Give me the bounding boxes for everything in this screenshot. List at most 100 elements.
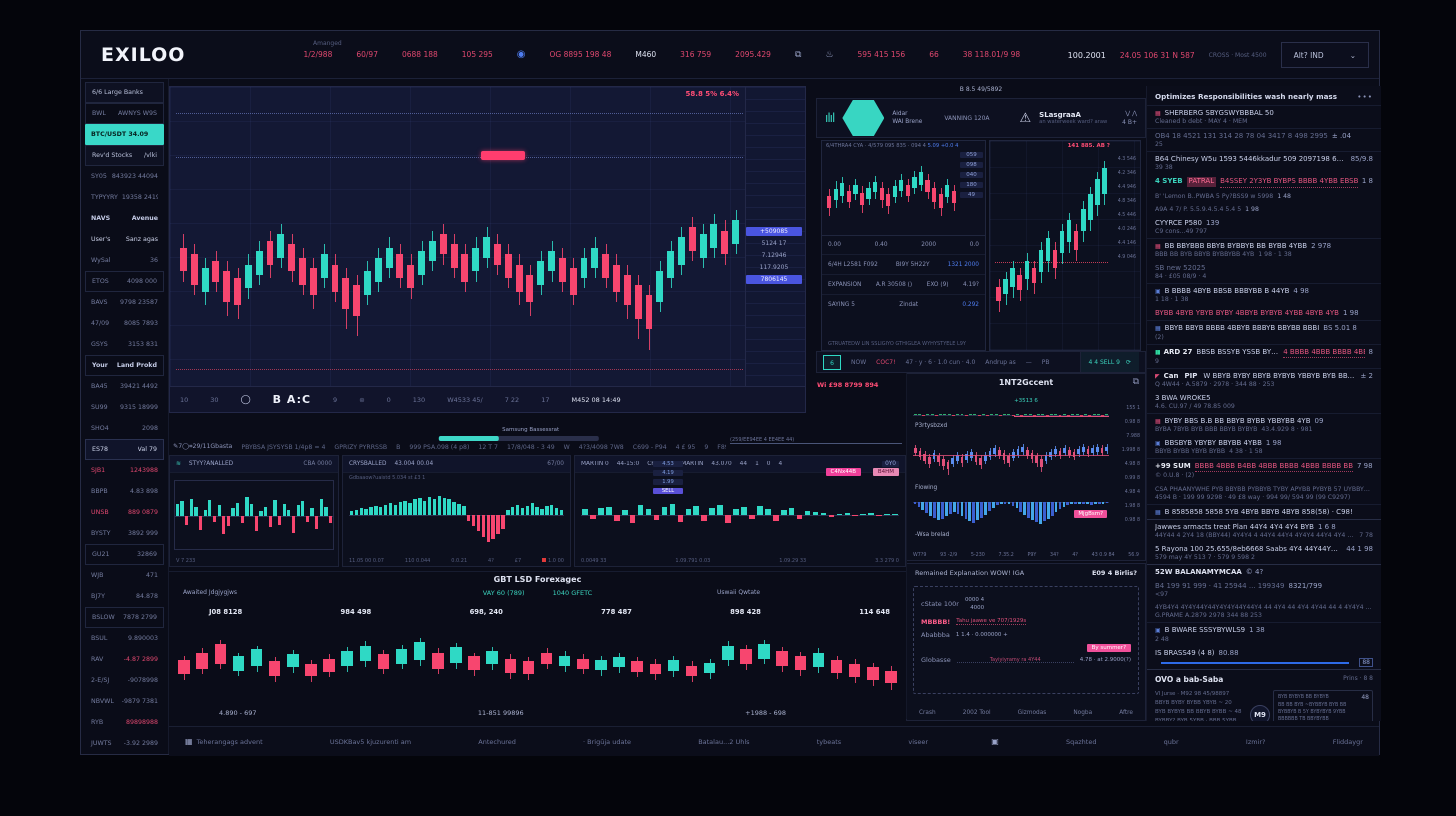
- status-item[interactable]: Antechured: [474, 738, 516, 746]
- feed-row[interactable]: B' 'Lemon B..PWBA 5 Py?BSS9 w 5998 1 48: [1147, 190, 1381, 203]
- histogram-chart-3[interactable]: [581, 480, 899, 550]
- ticker-item[interactable]: OG 8895 198 48: [549, 50, 612, 59]
- toolbar-item[interactable]: NOW: [851, 358, 867, 366]
- partner-box[interactable]: M9 BYB BYBYB BB BYBYB BB BB BYB ~BYBBYB B…: [1250, 690, 1373, 721]
- feed-row[interactable]: ▣ B BWARE SSSYBYWLS9 1 38 2 48: [1147, 622, 1381, 645]
- ticker-item[interactable]: ◉: [516, 49, 526, 60]
- main-candlestick-chart[interactable]: [178, 183, 741, 353]
- feed-row[interactable]: B64 Chinesy W5u 1593 5446kkadur 509 2097…: [1147, 151, 1381, 174]
- toolbar-label[interactable]: 9: [704, 443, 709, 451]
- toolbar-label[interactable]: 4?3/4098 7W8: [578, 443, 624, 451]
- toolbar-label[interactable]: 17/8/048 - 3 49: [506, 443, 555, 451]
- copy-icon[interactable]: ⧉: [1132, 377, 1139, 387]
- footer-tab[interactable]: Gizmodas: [1017, 710, 1047, 716]
- feed-row[interactable]: ▮▮ ARD 27 BBSB BSSYB YSSB BYBB SBYBB BYB…: [1147, 343, 1381, 368]
- status-item[interactable]: ▣: [991, 737, 999, 746]
- status-item[interactable]: USDKBav5 kjuzurenti am: [326, 738, 411, 746]
- bottom-candlestick-chart[interactable]: [175, 624, 900, 696]
- dark-badge[interactable]: 0Y0: [882, 461, 899, 467]
- feed-row[interactable]: ▦ BYBY BBS B.B BB BBYB BYBB YBBYBB 4YB 0…: [1147, 413, 1381, 436]
- watchlist-item[interactable]: BSLOW 7878 2799: [85, 607, 164, 628]
- watchlist-item[interactable]: 47/09 8085 7893: [85, 313, 164, 334]
- ticker-item[interactable]: 595 415 156: [857, 50, 906, 59]
- status-item[interactable]: Izmir?: [1242, 738, 1266, 746]
- watchlist-item[interactable]: NAVS Avenue: [85, 208, 164, 229]
- watchlist-item[interactable]: BTC/USDT 34.09: [85, 124, 164, 145]
- watchlist-item[interactable]: BYSTY 3892 999: [85, 523, 164, 544]
- watchlist-item[interactable]: BSUL 9.890003: [85, 628, 164, 649]
- watchlist-item[interactable]: BBPB 4.83 898: [85, 481, 164, 502]
- mini-chart-a[interactable]: 6/4THRA4 CYA · 4/579 095 835 · 094 4 5.0…: [821, 140, 986, 236]
- sell-badge[interactable]: SELL: [653, 488, 683, 494]
- toolbar-label[interactable]: C699 - P94: [632, 443, 667, 451]
- feed-row[interactable]: B4 199 91 999 · 41 25944 ... 199349 8321…: [1147, 579, 1381, 601]
- status-item[interactable]: Fliddaygr: [1329, 738, 1363, 746]
- stat-cell[interactable]: BI9Y 5H22Y: [895, 261, 930, 268]
- ticker-item[interactable]: ♨: [825, 49, 834, 60]
- mini-candlestick-b[interactable]: [995, 157, 1108, 342]
- footer-tab[interactable]: Crash: [919, 710, 936, 716]
- header-item[interactable]: MARTIN 0: [581, 461, 609, 467]
- stat-cell[interactable]: 0.292: [962, 301, 979, 308]
- tool-icon[interactable]: ✎: [173, 443, 179, 450]
- account-dropdown[interactable]: Alt? IND ⌄: [1280, 42, 1369, 68]
- feed-row[interactable]: 4YB4Y4 4Y4Y44Y44Y4Y4Y44Y44Y4 44 4Y4 44 4…: [1147, 601, 1381, 622]
- header-item[interactable]: 1: [755, 461, 759, 467]
- ticker-item[interactable]: 38 118.01/9 98: [962, 50, 1021, 59]
- indicator-badge[interactable]: MjgBsm?: [1074, 510, 1107, 518]
- header-item[interactable]: 44: [739, 461, 748, 467]
- soft-badge[interactable]: B4HM: [872, 468, 899, 476]
- stat-cell[interactable]: 1321 2000: [947, 261, 979, 268]
- watchlist-item[interactable]: ETOS 4098 000: [85, 271, 164, 292]
- stat-cell[interactable]: 6/4H L2581 F092: [828, 261, 878, 268]
- mini-candlestick-a[interactable]: [826, 154, 957, 231]
- annotation-input[interactable]: (259/EE94EE 4 EE4EE 44): [730, 437, 902, 444]
- summer-badge[interactable]: By summer?: [1086, 643, 1131, 652]
- stat-cell[interactable]: Zindat: [899, 301, 919, 308]
- watchlist-item[interactable]: SJB1 1243988: [85, 460, 164, 481]
- card-histogram-1[interactable]: ≋ STYY?ANALLED CBA 0000 V 7 233: [169, 455, 339, 567]
- header-item[interactable]: 4: [778, 461, 783, 467]
- hexagon-logo-icon[interactable]: [842, 100, 885, 136]
- ticker-item[interactable]: 66: [929, 50, 939, 59]
- feed-row[interactable]: Jawwes armacts treat Plan 44Y4 4Y4 4Y4 B…: [1147, 518, 1381, 542]
- feed-row[interactable]: CSA PHAANYWHE PYB BBYBB PYBBYB TYBY APYB…: [1147, 483, 1381, 504]
- feed-row[interactable]: OB4 18 4521 131 314 28 78 04 3417 8 498 …: [1147, 128, 1381, 151]
- feed-row[interactable]: ▦ BB BBYBBB BBYB BYBBYB BB BYBB 4YBB 2 9…: [1147, 237, 1381, 261]
- mini-chart-b[interactable]: 141 885. AB ? 4.3 546 4.2 346 4.4 946 4.8 3…: [989, 140, 1141, 351]
- feed-row[interactable]: CYYRCE P580 139 C9 cons...49 797: [1147, 216, 1381, 238]
- status-item[interactable]: tybeats: [813, 738, 841, 746]
- menu-icon[interactable]: ⊜: [359, 395, 365, 404]
- toolbar-label[interactable]: B: [396, 443, 401, 451]
- ticker-item[interactable]: 0688 188: [401, 50, 438, 59]
- histogram-chart-2[interactable]: [349, 486, 564, 550]
- tool-icon[interactable]: 29/11: [192, 443, 211, 450]
- ticker-item[interactable]: 1/2/988: [303, 50, 333, 59]
- watchlist-item[interactable]: Your Land Prokd: [85, 355, 164, 376]
- watchlist-item[interactable]: 6/6 Large Banks: [85, 82, 164, 103]
- status-item[interactable]: · Brigūja udate: [579, 738, 631, 746]
- watchlist-item[interactable]: User's Sanz agas: [85, 229, 164, 250]
- feed-row[interactable]: BYBB 4BYB YBYB BYBY 4BBYB BYBYB 4YBB 4BY…: [1147, 306, 1381, 320]
- feed-row[interactable]: IS BRASS49 (4 8) 80.88 88: [1147, 646, 1381, 670]
- toolbar-label[interactable]: GPRIZY PYRRSSB: [334, 443, 388, 451]
- toolbar-item[interactable]: PB: [1041, 358, 1050, 366]
- feed-row[interactable]: ▣ BBSBYB YBYBY BBYBB 4YBB 1 98 BBYB BYBB…: [1147, 436, 1381, 458]
- card-histogram-3[interactable]: MARTIN 044-15:0CRY2020MARTIN43.07044104 …: [574, 455, 906, 567]
- ticker-item[interactable]: M460: [635, 50, 657, 59]
- status-item[interactable]: Sqazhted: [1062, 738, 1096, 746]
- feed-row[interactable]: 52W BALANAMYMCAA © 4?: [1147, 564, 1381, 579]
- symbol-label[interactable]: B A:C: [272, 393, 312, 406]
- ticker-item[interactable]: 2095.429: [735, 50, 771, 59]
- footer-tab[interactable]: 2002 Tool: [962, 710, 991, 716]
- header-item[interactable]: 44-15:0: [616, 461, 640, 467]
- quote-badge[interactable]: 4.19: [653, 470, 683, 476]
- feed-row[interactable]: 4 SYEB PATRAL B4SSEY 2Y3YB BYBPS BBBB 4Y…: [1147, 174, 1381, 189]
- watchlist-item[interactable]: Rev'd Stocks /vlki: [85, 145, 164, 166]
- status-item[interactable]: viseer: [904, 738, 928, 746]
- stat-cell[interactable]: SAYING 5: [828, 301, 855, 308]
- watchlist-item[interactable]: TYPYYRY 19358 2419: [85, 187, 164, 208]
- status-item[interactable]: ▦ Teherangags advent: [185, 737, 263, 746]
- status-item[interactable]: Batalau...2 Uhls: [694, 738, 749, 746]
- feed-row[interactable]: ▦ BBYB BBYB BBBB 4BBYB BBBYB BBYBB BBBI …: [1147, 320, 1381, 343]
